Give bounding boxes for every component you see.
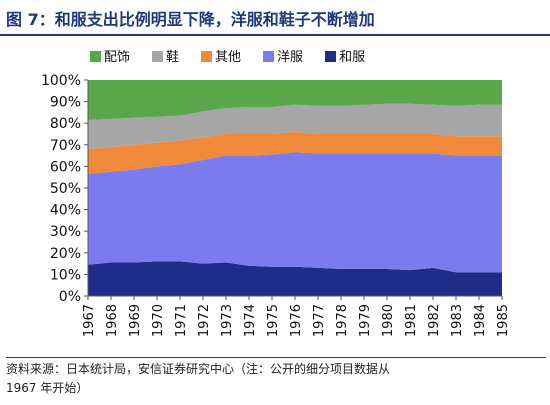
legend-item: 其他 [201,46,241,65]
area-配饰 [88,80,502,120]
y-tick-label: 60% [50,159,81,175]
x-tick-label: 1979 [358,304,373,337]
y-tick-label: 100% [41,73,81,89]
x-tick-label: 1973 [220,304,235,337]
stacked-area-chart: 0% 10% 20% 30% 40% 50% 60% 70% 80% 90% 100% 1967 196… [41,73,511,337]
legend-swatch [263,51,275,62]
legend-label: 配饰 [104,50,131,65]
area-和服 [88,261,502,296]
x-tick-label: 1977 [312,304,327,337]
legend-label: 和服 [339,50,366,65]
x-tick-label: 1982 [427,304,442,337]
legend-item: 洋服 [263,46,303,65]
y-tick-label: 20% [50,246,81,262]
x-tick-label: 1976 [289,304,304,337]
x-tick-label: 1967 [82,304,97,337]
source-line-1: 资料来源：日本统计局，安信证券研究中心（注：公开的细分项目数据从 [6,362,391,376]
legend: 配饰 鞋 其他 洋服 和服 [90,46,387,66]
y-tick-label: 70% [50,138,81,154]
area-其他 [88,131,502,174]
legend-swatch [90,51,101,62]
x-tick-label: 1984 [473,304,488,337]
area-鞋 [88,103,502,150]
x-tick-label: 1981 [404,304,419,337]
x-tick-label: 1980 [381,304,396,337]
chart-title: 图 7：和服支出比例明显下降，洋服和鞋子不断增加 [6,10,375,29]
y-tick-label: 0% [59,289,81,305]
x-tick-label: 1970 [151,304,166,337]
legend-swatch [325,51,337,62]
source-line-2: 1967 年开始） [6,381,89,395]
x-tick-label: 1969 [128,304,143,337]
y-tick-label: 80% [50,116,81,132]
source-note: 资料来源：日本统计局，安信证券研究中心（注：公开的细分项目数据从 1967 年开… [6,357,546,398]
legend-label: 其他 [215,50,242,65]
x-tick-label: 1968 [105,304,120,337]
y-tick-label: 30% [50,224,81,240]
y-tick-label: 50% [50,181,81,197]
x-tick-label: 1978 [335,304,350,337]
legend-item: 配饰 [90,46,130,65]
legend-swatch [201,51,213,62]
x-tick-label: 1971 [174,304,189,337]
title-bar: 图 7：和服支出比例明显下降，洋服和鞋子不断增加 [0,0,550,36]
y-tick-label: 90% [50,95,81,111]
y-tick-label: 10% [50,267,81,283]
x-tick-label: 1985 [496,304,511,337]
legend-item: 鞋 [152,46,179,65]
area-洋服 [88,152,502,273]
y-tick-label: 40% [50,203,81,219]
legend-item: 和服 [325,46,365,65]
x-tick-label: 1983 [450,304,465,337]
legend-label: 鞋 [166,50,180,65]
legend-label: 洋服 [277,50,304,65]
x-tick-label: 1974 [243,304,258,337]
legend-swatch [152,51,164,62]
x-tick-label: 1972 [197,304,212,337]
x-tick-label: 1975 [266,304,281,337]
